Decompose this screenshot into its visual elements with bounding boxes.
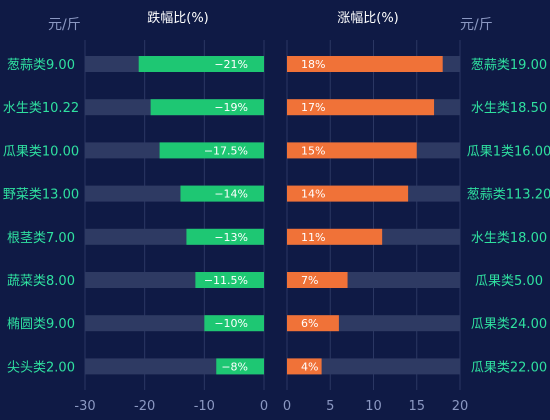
left-bar xyxy=(138,56,264,72)
left-data-label: −11.5% xyxy=(204,274,248,287)
left-data-label: −10% xyxy=(214,317,248,330)
left-x-tick-label: -10 xyxy=(194,399,215,414)
right-unit-label: 元/斤 xyxy=(460,17,493,33)
left-bar xyxy=(150,99,264,116)
right-category-label: 瓜果类24.00 xyxy=(471,317,547,332)
right-data-label: 4% xyxy=(301,360,318,373)
right-bar xyxy=(287,315,339,332)
left-data-label: −17.5% xyxy=(204,144,248,157)
left-unit-label: 元/斤 xyxy=(48,17,81,33)
right-bar-track xyxy=(287,358,460,375)
left-data-label: −14% xyxy=(214,188,248,201)
right-bar xyxy=(287,185,409,202)
chart-marks: -30 -20 -10 0 −21% 葱蒜类9.00 −19% 水生类10.22 −17.5% 瓜… xyxy=(3,56,550,414)
left-category-label: 水生类10.22 xyxy=(3,101,79,116)
right-bar xyxy=(287,142,417,159)
left-category-label: 葱蒜类9.00 xyxy=(7,58,75,73)
left-category-label: 蔬菜类8.00 xyxy=(7,274,75,289)
right-category-label: 瓜果类22.00 xyxy=(471,360,547,375)
left-bar xyxy=(216,358,264,375)
left-category-label: 瓜果类10.00 xyxy=(3,144,79,159)
right-bar xyxy=(287,56,443,72)
left-data-label: −21% xyxy=(214,58,248,71)
grid-lines xyxy=(84,40,461,390)
right-x-tick-label: 20 xyxy=(452,399,469,414)
left-category-label: 尖头类2.00 xyxy=(7,360,75,375)
left-data-label: −13% xyxy=(214,231,248,244)
right-category-label: 瓜果类5.00 xyxy=(475,274,543,289)
left-category-label: 野菜类13.00 xyxy=(3,188,79,203)
right-data-label: 11% xyxy=(301,231,325,244)
right-category-label: 水生类18.00 xyxy=(471,231,547,246)
right-data-label: 7% xyxy=(301,274,318,287)
right-bar xyxy=(287,99,435,116)
right-bar xyxy=(287,358,322,375)
left-data-label: −19% xyxy=(214,101,248,114)
right-bar xyxy=(287,272,348,288)
right-bar xyxy=(287,228,383,245)
right-x-tick-label: 5 xyxy=(326,399,334,414)
right-data-label: 15% xyxy=(301,144,325,157)
right-data-label: 18% xyxy=(301,58,325,71)
left-bar xyxy=(159,142,264,159)
left-category-label: 根茎类7.00 xyxy=(7,231,75,246)
right-x-tick-label: 15 xyxy=(408,399,425,414)
left-bar xyxy=(195,272,264,288)
right-data-label: 17% xyxy=(301,101,325,114)
left-x-tick-label: -30 xyxy=(74,399,95,414)
right-category-label: 葱蒜类19.00 xyxy=(471,58,547,73)
left-chart-title: 跌幅比(%) xyxy=(147,10,209,26)
left-x-tick-label: -20 xyxy=(134,399,155,414)
left-bar xyxy=(186,228,264,245)
left-x-tick-label: 0 xyxy=(260,399,268,414)
right-x-tick-label: 10 xyxy=(365,399,382,414)
right-category-label: 瓜果1类16.00 xyxy=(467,144,550,159)
right-x-tick-label: 0 xyxy=(283,399,291,414)
left-bar xyxy=(204,315,264,332)
right-data-label: 14% xyxy=(301,188,325,201)
right-category-label: 水生类18.50 xyxy=(471,101,547,116)
right-data-label: 6% xyxy=(301,317,318,330)
left-bar xyxy=(180,185,264,202)
right-chart-title: 涨幅比(%) xyxy=(337,11,399,26)
right-category-label: 葱蒜类113.20 xyxy=(467,188,550,203)
left-category-label: 椭圆类9.00 xyxy=(7,316,75,332)
left-data-label: −8% xyxy=(221,360,248,373)
